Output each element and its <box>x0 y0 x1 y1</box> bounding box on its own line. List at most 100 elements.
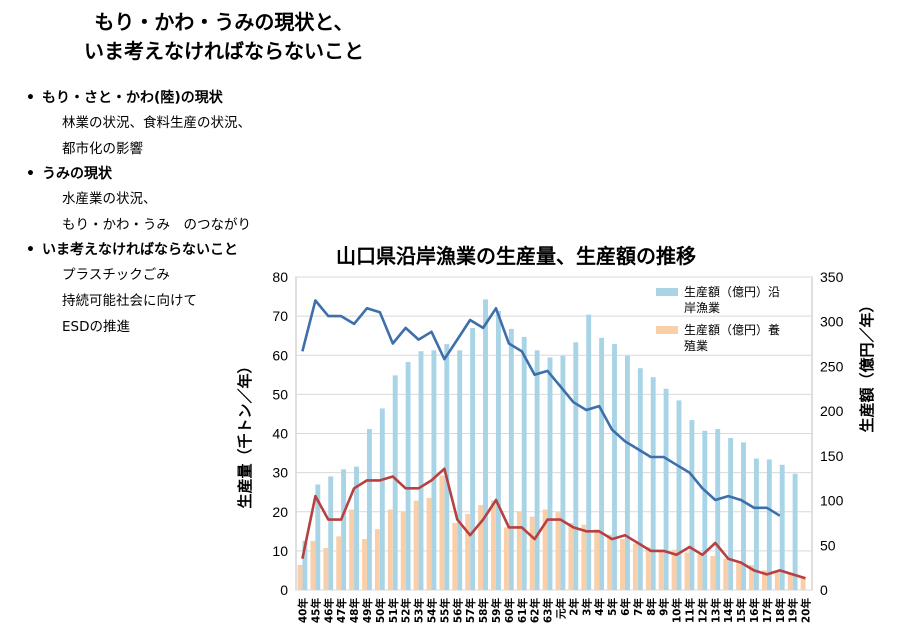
x-tick-label: 56年 <box>451 598 464 624</box>
slide-title: もり・かわ・うみの現状と、 いま考えなければならないこと <box>64 8 384 66</box>
bar <box>374 529 380 590</box>
x-tick-label: 2年 <box>567 598 580 616</box>
y-axis-title-right: 生産額（億円／年） <box>858 297 876 432</box>
bar <box>663 388 669 590</box>
x-tick-label: 49年 <box>361 598 374 624</box>
x-tick-label: 51年 <box>387 598 400 624</box>
y-tick-left: 80 <box>272 269 288 285</box>
bar <box>650 377 656 590</box>
legend-label: 生産額（億円）沿 <box>684 284 780 299</box>
bar <box>555 512 561 590</box>
bar <box>792 473 798 590</box>
bar <box>766 459 772 590</box>
x-tick-label: 9年 <box>658 598 671 616</box>
x-tick-label: 53年 <box>413 598 426 624</box>
bullet-dot-icon: • <box>26 166 35 182</box>
x-tick-label: 15年 <box>735 598 748 624</box>
bar <box>508 328 514 590</box>
x-tick-label: 17年 <box>761 598 774 624</box>
bar <box>534 350 540 590</box>
x-tick-label: 元年 <box>554 598 567 619</box>
y-tick-left: 40 <box>272 426 288 442</box>
bar <box>323 547 329 590</box>
bar <box>379 408 385 590</box>
x-tick-label: 46年 <box>322 598 335 624</box>
x-tick-label: 57年 <box>464 598 477 624</box>
bar <box>431 350 437 590</box>
bar <box>366 429 372 590</box>
bar <box>516 511 522 590</box>
legend-label: 岸漁業 <box>684 301 720 315</box>
series-line <box>301 467 806 580</box>
bullet-list: • もり・さと・かわ(陸)の現状 林業の状況、食料生産の状況、 都市化の影響 • う… <box>24 86 324 340</box>
bar <box>658 549 664 590</box>
bar <box>728 437 734 590</box>
bullet-sub: もり・かわ・うみ のつながり <box>62 217 251 233</box>
bar <box>787 573 793 590</box>
y-tick-right: 300 <box>820 314 844 330</box>
y-tick-left: 10 <box>272 543 288 559</box>
bar <box>632 543 638 590</box>
bar <box>478 505 484 590</box>
bar <box>774 572 780 590</box>
x-tick-label: 58年 <box>477 598 490 624</box>
bullet-heading: いま考えなければならないこと <box>42 242 238 258</box>
bar <box>495 310 501 590</box>
y-tick-right: 100 <box>820 493 844 509</box>
x-tick-label: 12年 <box>696 598 709 624</box>
x-tick-label: 54年 <box>425 598 438 624</box>
y-tick-right: 350 <box>820 269 844 285</box>
x-tick-label: 16年 <box>748 598 761 624</box>
bullet-sub: 林業の状況、食料生産の状況、 <box>62 115 251 131</box>
bullet-item: • いま考えなければならないこと <box>24 238 324 262</box>
bar <box>328 476 334 590</box>
bar <box>310 540 316 590</box>
y-tick-left: 0 <box>280 582 288 598</box>
bar <box>736 563 742 590</box>
bar <box>529 516 535 590</box>
bar <box>607 534 613 590</box>
bar <box>392 375 398 590</box>
x-tick-label: 40年 <box>296 598 309 624</box>
bullet-heading: もり・さと・かわ(陸)の現状 <box>42 90 223 106</box>
bar <box>624 355 630 590</box>
bar <box>702 430 708 590</box>
x-tick-label: 48年 <box>348 598 361 624</box>
bar <box>697 554 703 590</box>
bar <box>568 522 574 590</box>
bar <box>573 342 579 590</box>
bar <box>349 509 355 590</box>
y-tick-right: 200 <box>820 403 844 419</box>
bar <box>362 539 367 590</box>
bar <box>620 539 625 590</box>
x-tick-label: 10年 <box>671 598 684 624</box>
bar <box>586 314 592 590</box>
bar <box>405 361 411 590</box>
bar <box>336 536 342 590</box>
bar <box>723 558 729 590</box>
x-tick-label: 61年 <box>516 598 529 624</box>
bar <box>741 442 746 590</box>
x-tick-label: 11年 <box>683 598 696 624</box>
bar <box>297 564 303 590</box>
y-tick-left: 60 <box>272 347 288 363</box>
x-tick-label: 60年 <box>503 598 516 624</box>
x-tick-label: 55年 <box>438 598 451 624</box>
x-tick-label: 8年 <box>645 598 658 616</box>
bullet-item: • うみの現状 <box>24 162 324 186</box>
bar <box>749 564 754 590</box>
bar <box>800 578 806 590</box>
bar <box>637 368 643 590</box>
x-tick-label: 63年 <box>542 598 555 624</box>
legend-label: 殖業 <box>684 338 708 353</box>
x-tick-label: 18年 <box>774 598 787 624</box>
x-tick-label: 3年 <box>580 598 593 616</box>
bar <box>465 513 471 590</box>
y-tick-left: 50 <box>272 386 288 402</box>
chart-title: 山口県沿岸漁業の生産量、生産額の推移 <box>336 244 696 268</box>
bullet-heading: うみの現状 <box>42 166 112 182</box>
x-tick-label: 59年 <box>490 598 503 624</box>
bar <box>457 350 463 590</box>
legend-label: 生産額（億円）養 <box>684 322 780 337</box>
legend-swatch <box>656 326 678 334</box>
